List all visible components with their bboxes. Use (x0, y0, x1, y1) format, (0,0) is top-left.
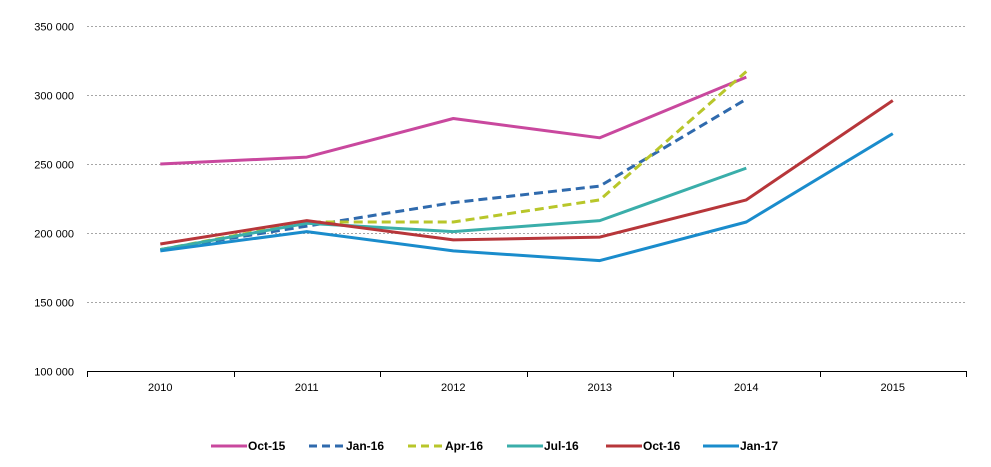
legend-label: Jul-16 (544, 439, 579, 453)
legend: Oct-15 Jan-16 Apr-16 Jul-16 Oct-16 Jan-17 (211, 439, 778, 453)
x-tick-label: 2010 (148, 382, 172, 394)
x-tick-label: 2015 (881, 382, 905, 394)
y-axis: 100 000 150 000 200 000 250 000 300 000 350 0… (34, 22, 74, 379)
series-line-jan-16 (160, 97, 748, 252)
x-tick-label: 2013 (588, 382, 612, 394)
series-line-jan-17 (160, 132, 894, 263)
legend-label: Oct-16 (643, 439, 681, 453)
x-tick-label: 2012 (441, 382, 465, 394)
legend-label: Jan-17 (740, 439, 778, 453)
y-tick-label: 300 000 (34, 91, 74, 103)
gridlines (87, 26, 966, 303)
legend-label: Apr-16 (445, 439, 483, 453)
y-tick-label: 200 000 (34, 229, 74, 241)
legend-label: Oct-15 (248, 439, 286, 453)
x-tick-label: 2011 (295, 382, 319, 394)
series-line-oct-16 (160, 99, 894, 246)
series-line-oct-15 (160, 75, 747, 166)
x-tick-label: 2014 (734, 382, 758, 394)
series-line-jul-16 (160, 166, 747, 252)
legend-label: Jan-16 (346, 439, 384, 453)
y-tick-label: 150 000 (34, 298, 74, 310)
x-axis: 2010 2011 2012 2013 2014 2015 (87, 371, 967, 394)
series-lines (160, 70, 894, 263)
y-tick-label: 100 000 (34, 367, 74, 379)
y-tick-label: 350 000 (34, 22, 74, 34)
y-tick-label: 250 000 (34, 160, 74, 172)
